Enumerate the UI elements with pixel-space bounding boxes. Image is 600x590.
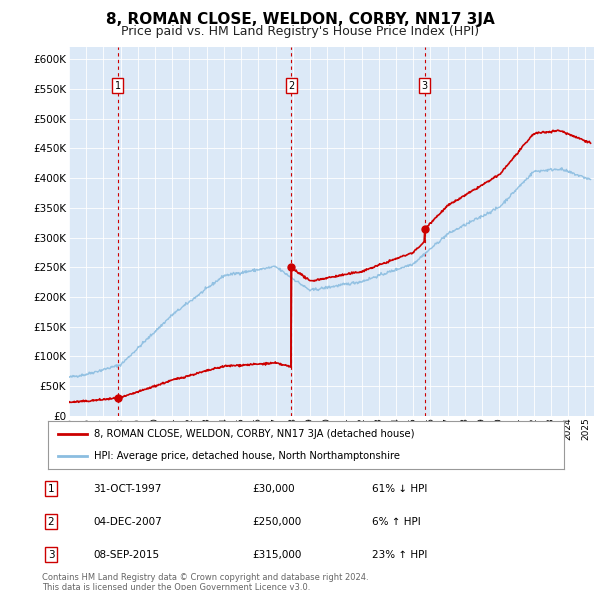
Text: £250,000: £250,000 (252, 517, 301, 526)
Text: 23% ↑ HPI: 23% ↑ HPI (372, 550, 427, 559)
Text: This data is licensed under the Open Government Licence v3.0.: This data is licensed under the Open Gov… (42, 583, 310, 590)
Text: HPI: Average price, detached house, North Northamptonshire: HPI: Average price, detached house, Nort… (94, 451, 400, 461)
Text: 1: 1 (115, 81, 121, 91)
Text: 8, ROMAN CLOSE, WELDON, CORBY, NN17 3JA (detached house): 8, ROMAN CLOSE, WELDON, CORBY, NN17 3JA … (94, 429, 415, 439)
Text: 2: 2 (288, 81, 295, 91)
Text: £30,000: £30,000 (252, 484, 295, 493)
Text: 2: 2 (47, 517, 55, 526)
Text: 61% ↓ HPI: 61% ↓ HPI (372, 484, 427, 493)
Text: Price paid vs. HM Land Registry's House Price Index (HPI): Price paid vs. HM Land Registry's House … (121, 25, 479, 38)
Text: 04-DEC-2007: 04-DEC-2007 (93, 517, 162, 526)
Text: 3: 3 (422, 81, 428, 91)
Text: 6% ↑ HPI: 6% ↑ HPI (372, 517, 421, 526)
Text: 1: 1 (47, 484, 55, 493)
Text: 31-OCT-1997: 31-OCT-1997 (93, 484, 161, 493)
Text: Contains HM Land Registry data © Crown copyright and database right 2024.: Contains HM Land Registry data © Crown c… (42, 573, 368, 582)
Text: 3: 3 (47, 550, 55, 559)
Text: 08-SEP-2015: 08-SEP-2015 (93, 550, 159, 559)
Text: 8, ROMAN CLOSE, WELDON, CORBY, NN17 3JA: 8, ROMAN CLOSE, WELDON, CORBY, NN17 3JA (106, 12, 494, 27)
Text: £315,000: £315,000 (252, 550, 301, 559)
